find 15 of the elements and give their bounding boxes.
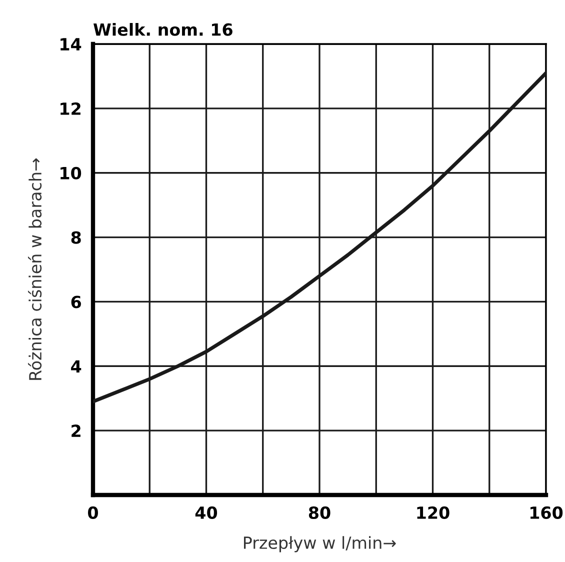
y-axis-title: Różnica ciśnień w barach→	[28, 158, 42, 380]
x-axis-title: Przepływ w l/min→	[244, 536, 396, 552]
x-tick-label: 120	[417, 506, 450, 520]
chart-title: Wielk. nom. 16	[93, 23, 232, 36]
y-tick-label: 10	[60, 166, 82, 180]
x-tick-label: 40	[195, 506, 218, 520]
y-tick-label: 14	[60, 38, 82, 50]
y-tick-label: 4	[71, 360, 82, 372]
x-tick-label: 80	[308, 506, 330, 520]
y-tick-label: 12	[60, 102, 80, 115]
x-tick-label: 160	[530, 506, 563, 520]
y-tick-label: 2	[72, 424, 80, 437]
x-tick-label: 0	[88, 506, 98, 520]
y-tick-label: 8	[71, 231, 81, 244]
y-tick-label: 6	[71, 296, 81, 308]
